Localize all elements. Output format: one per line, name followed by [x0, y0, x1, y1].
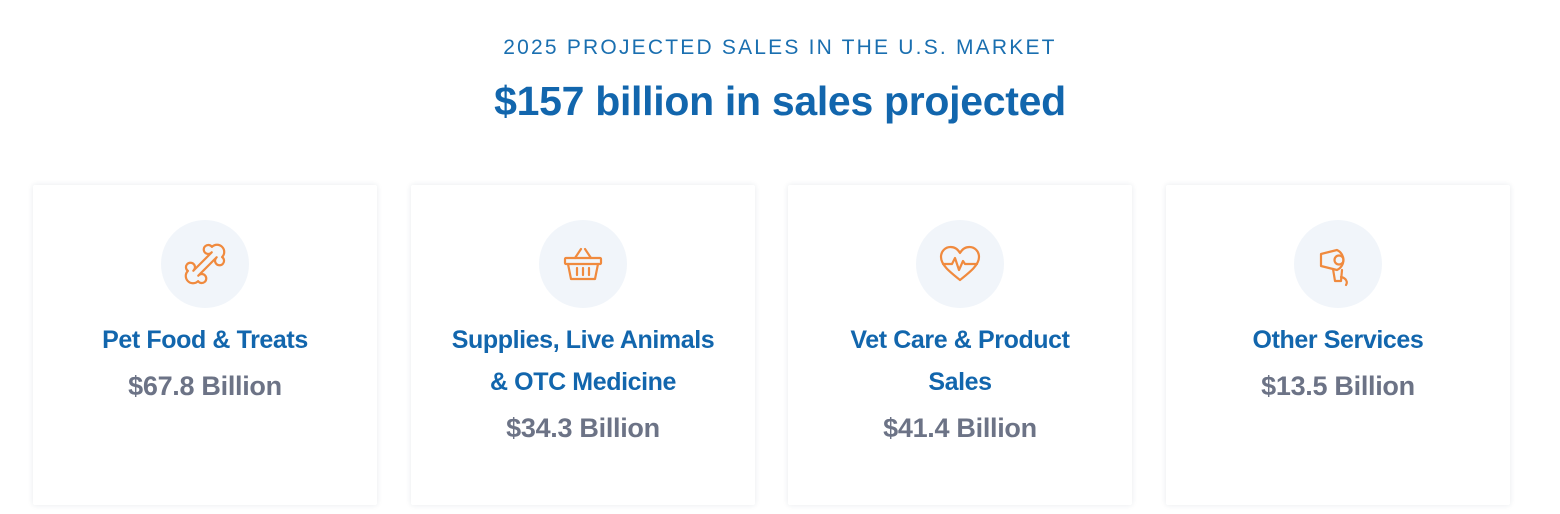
card-title-line: Supplies, Live Animals	[451, 326, 715, 354]
card-pet-food: Pet Food & Treats $67.8 Billion	[33, 185, 377, 505]
card-other-services: Other Services $13.5 Billion	[1166, 185, 1510, 505]
heart-pulse-icon	[916, 220, 1004, 308]
section-headline: $157 billion in sales projected	[494, 78, 1066, 124]
card-title: Pet Food & Treats	[43, 319, 367, 361]
card-title: Vet Care & Product Sales	[798, 319, 1122, 403]
card-title: Other Services	[1176, 319, 1500, 361]
section-eyebrow: 2025 PROJECTED SALES IN THE U.S. MARKET	[503, 36, 1057, 59]
card-title-line: Sales	[928, 368, 992, 396]
card-title-line: Vet Care & Product	[850, 326, 1070, 354]
card-vet-care: Vet Care & Product Sales $41.4 Billion	[788, 185, 1132, 505]
card-value: $13.5 Billion	[1261, 371, 1415, 401]
card-value: $34.3 Billion	[506, 413, 660, 443]
card-value: $41.4 Billion	[883, 413, 1037, 443]
sales-cards: Pet Food & Treats $67.8 Billion Supplies…	[33, 185, 1511, 507]
card-title-line: Pet Food & Treats	[102, 326, 308, 354]
card-title-line: Other Services	[1252, 326, 1424, 354]
card-supplies: Supplies, Live Animals & OTC Medicine $3…	[411, 185, 755, 505]
basket-icon	[539, 220, 627, 308]
card-title: Supplies, Live Animals & OTC Medicine	[421, 319, 745, 403]
card-title-line: & OTC Medicine	[489, 368, 677, 396]
bone-icon	[161, 220, 249, 308]
card-value: $67.8 Billion	[128, 371, 282, 401]
hair-dryer-icon	[1294, 220, 1382, 308]
